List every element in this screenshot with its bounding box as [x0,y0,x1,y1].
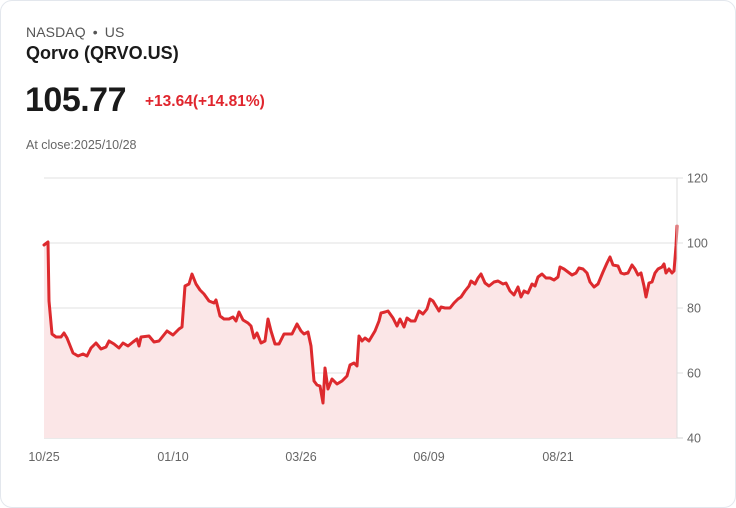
separator-dot: • [92,24,98,40]
price-area-fill [44,226,677,438]
x-tick-label: 10/25 [28,450,59,464]
y-tick-label: 60 [687,367,701,381]
y-tick-label: 40 [687,432,701,446]
x-axis-labels: 10/25 01/10 03/26 06/09 08/21 [28,450,573,464]
price-chart[interactable]: 40 60 80 100 120 10/25 01/10 03/26 06/09 08/21 [1,161,736,471]
x-tick-label: 08/21 [542,450,573,464]
y-tick-label: 80 [687,302,701,316]
y-axis-labels: 40 60 80 100 120 [687,172,708,446]
exchange-name: NASDAQ [26,24,86,40]
y-tick-label: 100 [687,237,708,251]
price-line [42,224,679,405]
stock-title: Qorvo (QRVO.US) [26,43,179,63]
close-date-label: At close:2025/10/28 [26,138,137,152]
x-tick-label: 06/09 [413,450,444,464]
x-tick-label: 03/26 [285,450,316,464]
x-tick-label: 01/10 [157,450,188,464]
region-label: US [104,24,125,40]
exchange-line: NASDAQ • US [26,24,124,40]
price-change: +13.64(+14.81%) [145,93,265,110]
y-tick-label: 120 [687,172,708,186]
current-price: 105.77 [25,81,127,119]
